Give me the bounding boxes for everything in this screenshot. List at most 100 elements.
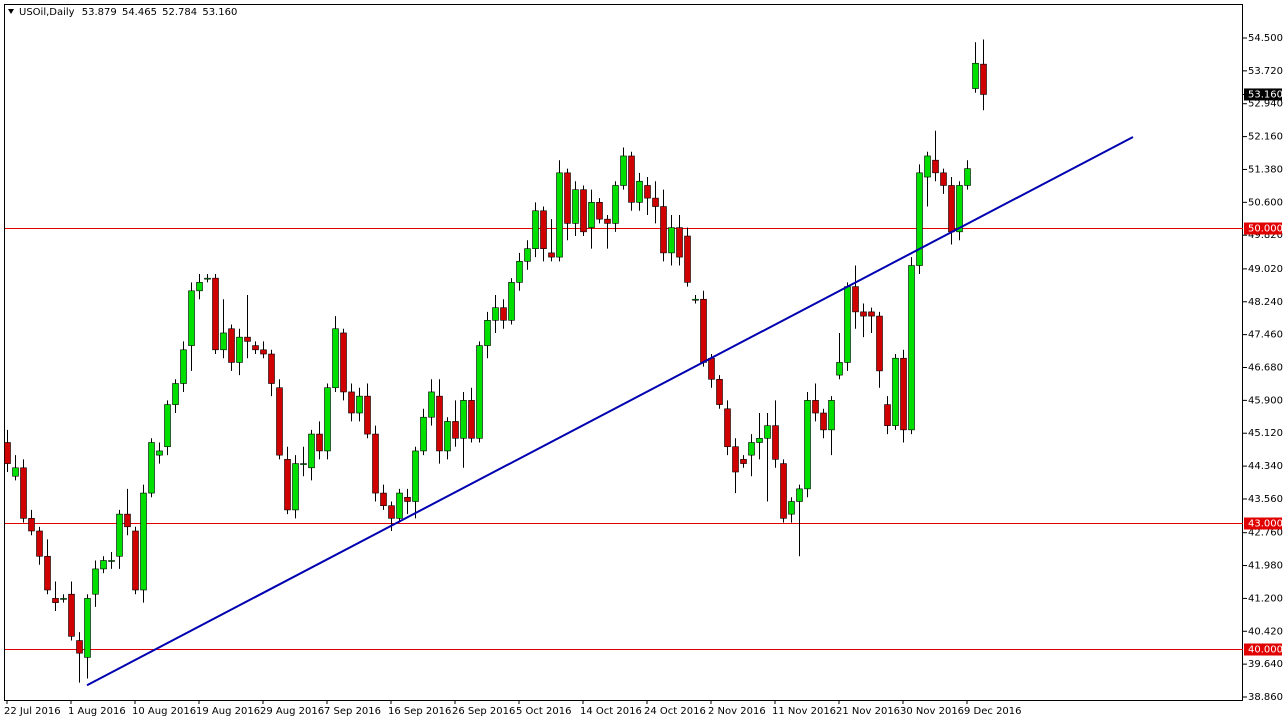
x-tick-label: 9 Dec 2016 (964, 706, 1022, 717)
candle-body (476, 345, 483, 439)
candle-body (180, 349, 187, 384)
y-tick-label: 49.020 (1248, 264, 1283, 275)
candle-body (60, 598, 67, 600)
candle-body (244, 336, 251, 342)
candle-body (356, 395, 363, 414)
candle-body (980, 63, 987, 95)
candle-body (300, 463, 307, 465)
y-tick-label: 50.600 (1248, 197, 1283, 208)
candle-body (68, 593, 75, 637)
candle-body (460, 400, 467, 439)
y-tick-label: 42.760 (1248, 528, 1283, 539)
x-tick-label: 19 Aug 2016 (196, 706, 260, 717)
header-value: 53.160 (202, 7, 237, 18)
candle-body (620, 155, 627, 186)
candle-body (844, 286, 851, 363)
x-tick-label: 10 Aug 2016 (132, 706, 196, 717)
candle-body (740, 459, 747, 464)
candle-body (820, 412, 827, 431)
candle-body (428, 391, 435, 418)
candle-body (684, 235, 691, 283)
candle-body (668, 227, 675, 254)
candle-body (860, 311, 867, 317)
candle-body (604, 218, 611, 224)
level-label: 50.000 (1248, 224, 1283, 235)
x-tick-label: 22 Jul 2016 (4, 706, 61, 717)
candle-body (508, 282, 515, 321)
candle-body (396, 492, 403, 519)
y-tick-label: 44.340 (1248, 461, 1283, 472)
candle-body (956, 185, 963, 233)
candle-body (556, 172, 563, 258)
candle-body (660, 206, 667, 254)
candle-body (468, 400, 475, 439)
candle-body (236, 336, 243, 363)
candle-body (348, 391, 355, 414)
candle-body (268, 353, 275, 384)
trendline (86, 136, 1134, 687)
x-tick-label: 26 Sep 2016 (452, 706, 515, 717)
candle-body (484, 320, 491, 346)
candle-body (292, 463, 299, 511)
x-tick-label: 5 Oct 2016 (516, 706, 571, 717)
candle-body (908, 265, 915, 431)
candle-body (924, 155, 931, 178)
chart-header: USOil,Daily 53.879 54.465 52.784 53.160 (19, 7, 237, 18)
x-tick-label: 29 Aug 2016 (260, 706, 324, 717)
y-tick-label: 48.240 (1248, 297, 1283, 308)
candle-body (788, 501, 795, 515)
candle-body (380, 492, 387, 507)
last-price-label: 53.160 (1248, 89, 1283, 100)
candle-body (780, 463, 787, 519)
y-tick-label: 39.640 (1248, 659, 1283, 670)
header-value: 53.879 (82, 7, 117, 18)
candle-body (132, 530, 139, 591)
chart-title: USOil,Daily (19, 7, 75, 18)
x-tick-label: 11 Nov 2016 (772, 706, 836, 717)
level-tag (1244, 643, 1282, 656)
candle-body (404, 496, 411, 502)
x-tick-label: 16 Sep 2016 (388, 706, 451, 717)
candle-body (636, 180, 643, 203)
candle-body (116, 513, 123, 557)
candle-body (276, 387, 283, 456)
candle-body (932, 159, 939, 174)
candle-body (316, 433, 323, 452)
header-value: 52.784 (162, 7, 197, 18)
candle-body (564, 172, 571, 224)
y-tick-label: 40.420 (1248, 626, 1283, 637)
header-value: 54.465 (122, 7, 157, 18)
candle-body (700, 298, 707, 363)
candle-body (388, 505, 395, 519)
candle-body (492, 307, 499, 321)
candle-body (572, 189, 579, 224)
candle-body (796, 488, 803, 502)
candle-body (204, 277, 211, 280)
candle-body (324, 387, 331, 452)
candle-body (628, 155, 635, 203)
candle-body (100, 560, 107, 570)
level-label: 43.000 (1248, 519, 1283, 530)
candle-body (84, 598, 91, 658)
candle-body (340, 332, 347, 393)
y-tick-label: 54.500 (1248, 33, 1283, 44)
candle-body (916, 172, 923, 266)
candle-body (612, 185, 619, 224)
candle-body (220, 332, 227, 351)
candle-body (308, 433, 315, 469)
y-tick-label: 41.980 (1248, 561, 1283, 572)
candle-body (20, 467, 27, 519)
candle-body (836, 362, 843, 376)
candle-body (156, 450, 163, 456)
candle-body (532, 210, 539, 249)
candle-body (972, 62, 979, 89)
candle-body (764, 425, 771, 439)
candle-body (188, 290, 195, 346)
x-tick-label: 21 Nov 2016 (836, 706, 900, 717)
candle-body (580, 189, 587, 233)
menu-arrow[interactable] (8, 9, 14, 14)
y-tick-label: 38.860 (1248, 692, 1283, 703)
y-tick-label: 43.560 (1248, 494, 1283, 505)
last-price-tag (1244, 88, 1282, 101)
candle-body (4, 442, 11, 464)
